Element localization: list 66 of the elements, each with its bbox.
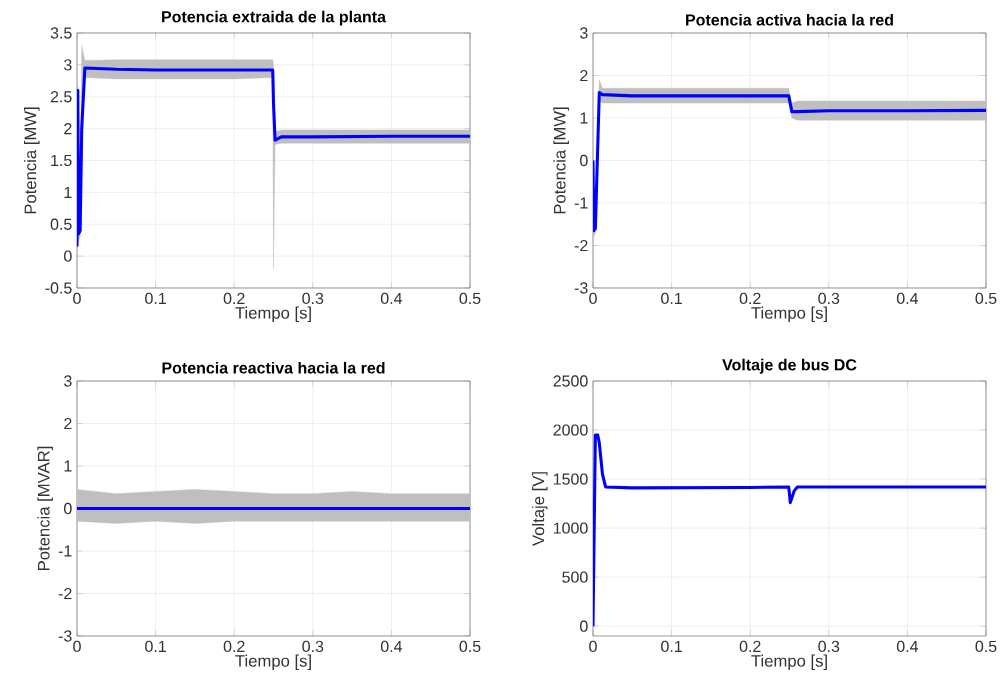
y-tick-label: 1000 [553, 522, 588, 534]
y-tick-label: 0 [580, 154, 588, 167]
y-tick-label: -1 [58, 545, 72, 557]
x-tick-label: 0.4 [380, 640, 403, 653]
x-tick-label: 0.1 [661, 292, 682, 305]
x-tick-label: 0.4 [380, 292, 403, 305]
x-tick-label: 0 [73, 292, 81, 305]
x-tick-label: 0 [589, 292, 597, 305]
y-tick-label: 0 [64, 250, 72, 262]
y-tick-label: 0.5 [50, 218, 72, 230]
y-tick-label: -2 [58, 587, 72, 600]
y-tick-label: 3 [580, 27, 588, 39]
x-tick-label: 0.4 [896, 292, 919, 305]
y-tick-label: 0 [64, 502, 72, 515]
y-tick-label: -3 [58, 630, 72, 642]
chart-title: Potencia reactiva hacia la red [162, 361, 385, 374]
x-axis-title: Tiempo [s] [235, 654, 311, 671]
x-tick-label: 0.5 [975, 640, 997, 653]
y-tick-label: 3 [64, 375, 72, 387]
y-tick-label: 3 [64, 59, 72, 71]
y-axis-title: Potencia [MW] [553, 107, 569, 214]
y-axis-title: Voltaje [V] [532, 472, 548, 546]
y-tick-label: 1.5 [51, 154, 72, 167]
y-tick-label: 1 [580, 112, 588, 124]
y-axis-title: Potencia [MVAR] [37, 446, 53, 570]
chart-title: Voltaje de bus DC [722, 358, 857, 374]
y-tick-label: 2500 [553, 375, 588, 387]
y-tick-label: 2 [64, 417, 72, 430]
x-tick-label: 0.1 [145, 640, 166, 653]
y-tick-label: 0 [580, 620, 588, 632]
x-axis-title: Tiempo [s] [235, 306, 311, 323]
x-axis-title: Tiempo [s] [751, 306, 827, 323]
y-tick-label: 1 [64, 186, 72, 198]
line-series [593, 433, 987, 628]
x-axis-title: Tiempo [s] [751, 654, 827, 671]
x-tick-label: 0.2 [739, 292, 761, 305]
x-tick-label: 0.3 [302, 292, 324, 305]
x-tick-label: 0.4 [896, 640, 919, 653]
y-tick-label: 1500 [553, 473, 588, 485]
x-tick-label: 0.2 [739, 640, 761, 653]
x-tick-label: 0.3 [302, 640, 324, 653]
y-tick-label: 3.5 [50, 27, 72, 39]
y-tick-label: -0.5 [45, 282, 72, 294]
y-tick-label: 2 [580, 69, 588, 82]
x-tick-label: 0.5 [975, 292, 997, 305]
x-tick-label: 0.3 [818, 640, 840, 653]
y-tick-label: -2 [574, 239, 588, 252]
y-tick-label: 2.5 [50, 91, 72, 103]
x-tick-label: 0 [73, 640, 81, 653]
y-tick-label: -3 [574, 282, 588, 294]
x-tick-label: 0 [589, 640, 597, 653]
y-tick-label: 500 [562, 571, 588, 583]
x-tick-label: 0.1 [661, 640, 682, 653]
x-tick-label: 0.2 [223, 640, 245, 653]
x-tick-label: 0.3 [818, 292, 840, 305]
y-tick-label: 2 [64, 123, 72, 135]
x-tick-label: 0.5 [459, 640, 481, 653]
x-tick-label: 0.1 [145, 292, 166, 305]
chart-title: Potencia extraida de la planta [162, 10, 387, 26]
chart-title: Potencia activa hacia la red [686, 13, 893, 26]
y-axis-title: Potencia [MW] [24, 107, 40, 214]
y-tick-label: 1 [64, 460, 72, 472]
y-tick-label: 2000 [553, 424, 588, 436]
y-tick-label: -1 [574, 197, 588, 209]
x-tick-label: 0.2 [223, 292, 245, 305]
x-tick-label: 0.5 [459, 292, 481, 305]
